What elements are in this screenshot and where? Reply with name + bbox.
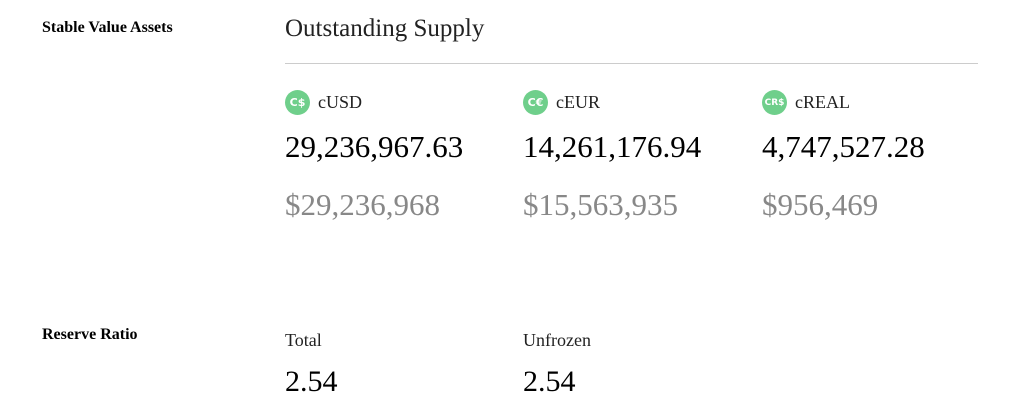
reserve-total-value: 2.54 [285, 365, 338, 398]
cusd-icon: C$ [285, 90, 310, 115]
creal-icon: CR$ [762, 90, 787, 115]
reserve-total: Total 2.54 [285, 330, 338, 399]
divider [285, 63, 978, 64]
token-cusd: C$ cUSD 29,236,967.63 $29,236,968 [285, 90, 463, 223]
reserve-unfrozen-value: 2.54 [523, 365, 576, 398]
reserve-unfrozen-label: Unfrozen [523, 330, 591, 350]
token-supply: 14,261,176.94 [523, 129, 702, 164]
token-usd-value: $15,563,935 [523, 187, 678, 222]
reserve-ratio-label: Reserve Ratio [42, 326, 138, 343]
token-usd-value: $29,236,968 [285, 187, 440, 222]
ceur-icon: C€ [523, 90, 548, 115]
token-supply: 4,747,527.28 [762, 129, 925, 164]
token-symbol: cUSD [318, 92, 362, 112]
token-ceur: C€ cEUR 14,261,176.94 $15,563,935 [523, 90, 701, 223]
token-symbol: cEUR [556, 92, 600, 112]
outstanding-supply-title: Outstanding Supply [285, 15, 485, 42]
token-supply: 29,236,967.63 [285, 129, 464, 164]
token-symbol: cREAL [795, 92, 850, 112]
token-usd-value: $956,469 [762, 187, 879, 222]
reserve-unfrozen: Unfrozen 2.54 [523, 330, 591, 399]
stable-value-assets-label: Stable Value Assets [42, 19, 173, 36]
reserve-total-label: Total [285, 330, 322, 350]
token-creal: CR$ cREAL 4,747,527.28 $956,469 [762, 90, 925, 223]
